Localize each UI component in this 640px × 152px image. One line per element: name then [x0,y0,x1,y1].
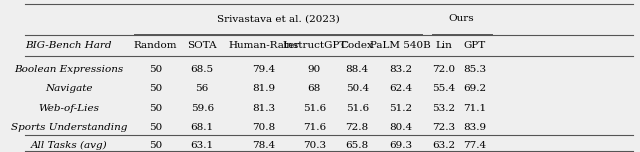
Text: 65.8: 65.8 [346,141,369,150]
Text: Srivastava et al. (2023): Srivastava et al. (2023) [217,14,339,23]
Text: 70.8: 70.8 [253,123,276,132]
Text: 50: 50 [149,84,163,93]
Text: 68.5: 68.5 [191,65,214,74]
Text: 79.4: 79.4 [253,65,276,74]
Text: 77.4: 77.4 [463,141,486,150]
Text: 50: 50 [149,123,163,132]
Text: 70.3: 70.3 [303,141,326,150]
Text: 50: 50 [149,65,163,74]
Text: Sports Understanding: Sports Understanding [11,123,127,132]
Text: 53.2: 53.2 [433,104,456,113]
Text: 81.3: 81.3 [253,104,276,113]
Text: Codex: Codex [340,41,374,50]
Text: GPT: GPT [464,41,486,50]
Text: 68: 68 [308,84,321,93]
Text: 72.8: 72.8 [346,123,369,132]
Text: 72.0: 72.0 [433,65,456,74]
Text: 88.4: 88.4 [346,65,369,74]
Text: 51.6: 51.6 [346,104,369,113]
Text: 78.4: 78.4 [253,141,276,150]
Text: 69.2: 69.2 [463,84,486,93]
Text: Web-of-Lies: Web-of-Lies [38,104,99,113]
Text: SOTA: SOTA [188,41,217,50]
Text: Lin: Lin [436,41,452,50]
Text: 51.2: 51.2 [389,104,412,113]
Text: 81.9: 81.9 [253,84,276,93]
Text: 56: 56 [195,84,209,93]
Text: 83.9: 83.9 [463,123,486,132]
Text: 55.4: 55.4 [433,84,456,93]
Text: 63.1: 63.1 [191,141,214,150]
Text: 85.3: 85.3 [463,65,486,74]
Text: 90: 90 [308,65,321,74]
Text: 68.1: 68.1 [191,123,214,132]
Text: BIG-Bench Hard: BIG-Bench Hard [26,41,112,50]
Text: Boolean Expressions: Boolean Expressions [14,65,124,74]
Text: Random: Random [134,41,177,50]
Text: 83.2: 83.2 [389,65,412,74]
Text: 71.6: 71.6 [303,123,326,132]
Text: Navigate: Navigate [45,84,93,93]
Text: 69.3: 69.3 [389,141,412,150]
Text: 72.3: 72.3 [433,123,456,132]
Text: Ours: Ours [449,14,474,23]
Text: 50: 50 [149,141,163,150]
Text: 63.2: 63.2 [433,141,456,150]
Text: 62.4: 62.4 [389,84,412,93]
Text: 80.4: 80.4 [389,123,412,132]
Text: 51.6: 51.6 [303,104,326,113]
Text: PaLM 540B: PaLM 540B [370,41,431,50]
Text: Human-Rater: Human-Rater [228,41,300,50]
Text: 50.4: 50.4 [346,84,369,93]
Text: All Tasks (avg): All Tasks (avg) [31,141,107,150]
Text: 50: 50 [149,104,163,113]
Text: InstructGPT: InstructGPT [282,41,346,50]
Text: 59.6: 59.6 [191,104,214,113]
Text: 71.1: 71.1 [463,104,486,113]
